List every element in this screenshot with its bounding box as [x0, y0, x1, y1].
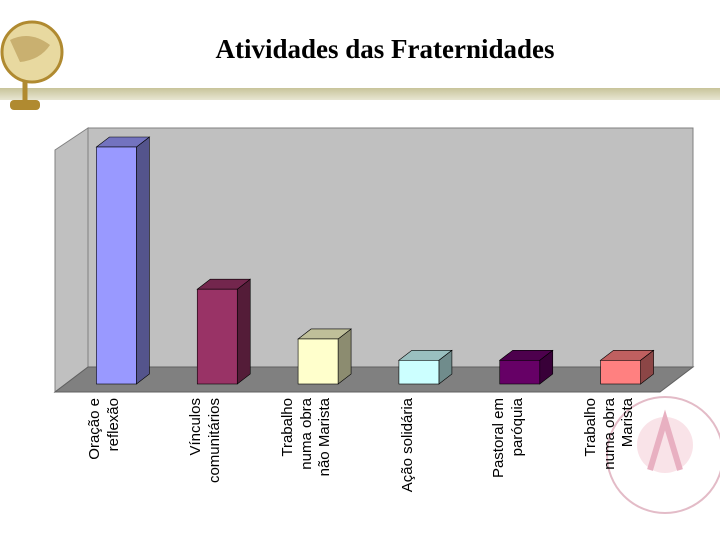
floor	[53, 366, 695, 393]
bar	[599, 349, 655, 385]
bar-side	[236, 278, 251, 385]
bar-side	[136, 136, 150, 385]
header-band	[0, 88, 720, 100]
bar-front	[499, 359, 541, 385]
chart-title: Atividades das Fraternidades	[215, 34, 555, 64]
bar-front	[600, 359, 641, 385]
globe-icon	[0, 20, 64, 110]
x-tick-label: Trabalho numa obra não Marista	[278, 398, 334, 477]
x-tick-label: Oração e reflexão	[86, 398, 123, 460]
bar	[498, 349, 554, 385]
x-tick-label: Ação solidária	[398, 398, 416, 493]
x-tick-label: Vínculos comunitários	[187, 398, 224, 484]
bar	[95, 136, 151, 385]
logo	[606, 396, 720, 514]
back-wall	[87, 127, 694, 368]
bar-front	[96, 146, 137, 385]
bar	[196, 278, 252, 385]
bar-front	[398, 359, 440, 385]
bar	[297, 328, 352, 385]
bar-front	[196, 288, 238, 385]
left-wall	[54, 127, 89, 394]
bar	[398, 349, 453, 385]
x-tick-label: Pastoral em paróquia	[490, 398, 526, 479]
x-tick-label: Trabalho numa obra Marista	[581, 398, 636, 470]
bar-front	[297, 338, 339, 385]
